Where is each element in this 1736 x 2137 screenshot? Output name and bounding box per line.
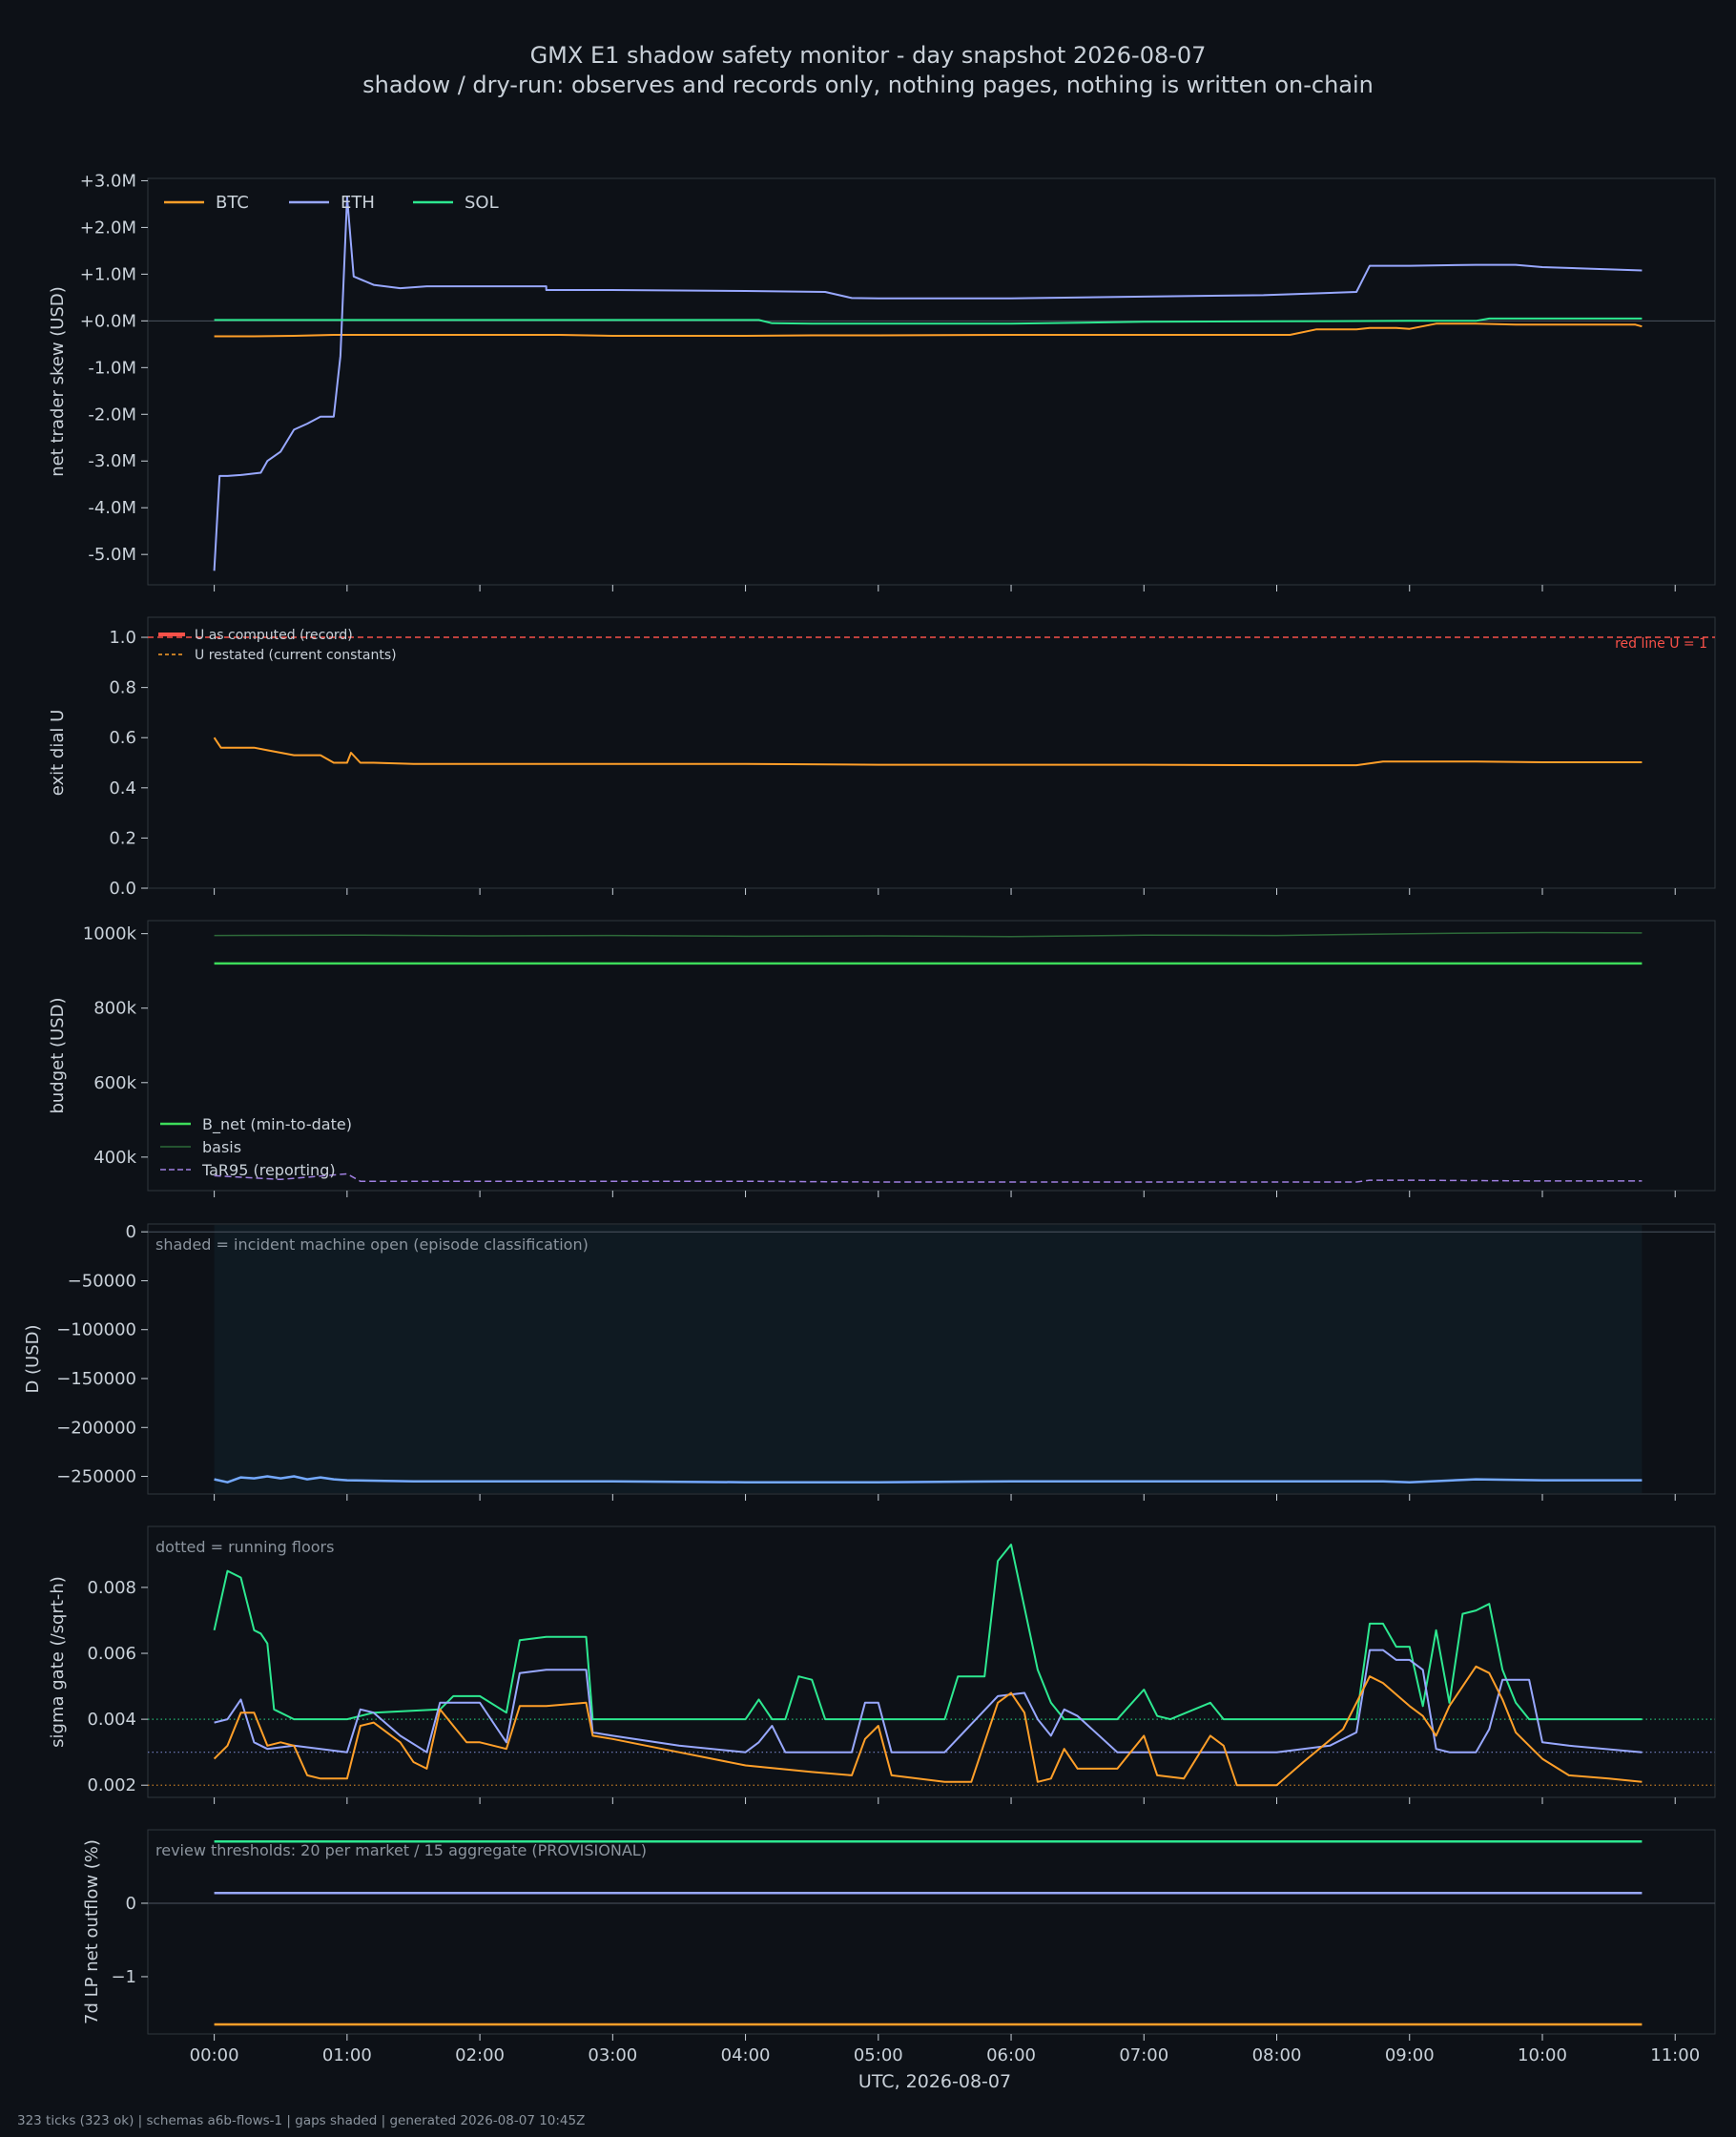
y-tick-label: 0.004 — [87, 1710, 136, 1730]
x-axis: 00:00 01:00 02:00 03:00 04:00 05:00 06:00 07:00… — [190, 2045, 1700, 2065]
y-tick-label: +2.0M — [80, 218, 136, 238]
y-tick-label: 0.4 — [109, 778, 136, 799]
x-axis-label: UTC, 2026-08-07 — [858, 2071, 1011, 2092]
incident-shade — [214, 1225, 1643, 1493]
y-tick-label: +3.0M — [80, 171, 136, 191]
x-tick-label: 04:00 — [721, 2045, 771, 2065]
panel-frame — [147, 1525, 1716, 1798]
x-tick-label: 06:00 — [986, 2045, 1036, 2065]
legend-label: basis — [202, 1138, 241, 1156]
series-line-skew-btc — [214, 322, 1643, 338]
series-line-skew-eth — [213, 196, 1643, 571]
y-tick-label: -4.0M — [88, 498, 136, 518]
figure-title: GMX E1 shadow safety monitor - day snaps… — [530, 42, 1207, 69]
y-tick-label: -1.0M — [88, 358, 136, 378]
panel-annotation: review thresholds: 20 per market / 15 ag… — [155, 1841, 647, 1859]
series-line-drawdown-d — [214, 1475, 1643, 1483]
y-axis-label: net trader skew (USD) — [48, 286, 68, 477]
y-axis-label: 7d LP net outflow (%) — [82, 1839, 102, 2024]
series-line-sigma-eth — [214, 1649, 1643, 1753]
legend-label: U restated (current constants) — [195, 648, 397, 663]
legend-label: TaR95 (reporting) — [201, 1161, 336, 1179]
series-line-budget-tar95-reporting- — [214, 1172, 1643, 1183]
footer-status: 323 ticks (323 ok) | schemas a6b-flows-1… — [17, 2113, 585, 2128]
y-tick-label: 0.002 — [87, 1775, 136, 1795]
x-tick-label: 03:00 — [588, 2045, 637, 2065]
panel-drawdown: 0 −50000 −100000 −150000 −200000 −250000 D (US… — [23, 1222, 1716, 1501]
series-line-budget-basis — [214, 931, 1643, 938]
panel-frame — [147, 177, 1716, 586]
legend-label: ETH — [341, 193, 375, 213]
x-tick-label: 09:00 — [1385, 2045, 1435, 2065]
legend-label: B_net (min-to-date) — [202, 1115, 352, 1134]
panel-annotation: dotted = running floors — [155, 1538, 334, 1556]
panel-frame — [147, 616, 1716, 889]
x-tick-label: 11:00 — [1650, 2045, 1700, 2065]
y-tick-label: 0.008 — [87, 1578, 136, 1598]
legend-label: U as computed (record) — [195, 628, 353, 643]
red-line-label: red line U = 1 — [1615, 636, 1707, 652]
series-line-sigma-btc — [213, 1665, 1643, 1787]
x-tick-label: 00:00 — [190, 2045, 239, 2065]
y-tick-label: 0.6 — [109, 728, 136, 748]
panel-frame — [147, 1829, 1716, 2035]
x-tick-label: 01:00 — [322, 2045, 372, 2065]
y-tick-label: 400k — [93, 1148, 136, 1168]
y-tick-label: 0.2 — [109, 828, 136, 848]
y-tick-label: −100000 — [56, 1320, 136, 1340]
y-axis-label: budget (USD) — [48, 997, 68, 1113]
y-tick-label: 0.006 — [87, 1644, 136, 1664]
y-tick-label: −250000 — [56, 1467, 136, 1487]
x-tick-label: 08:00 — [1252, 2045, 1302, 2065]
series-line-exit-u-as-computed-record- — [213, 737, 1643, 767]
y-tick-label: 0 — [126, 1222, 136, 1242]
y-tick-label: 600k — [93, 1073, 136, 1093]
y-tick-label: 800k — [93, 999, 136, 1019]
y-tick-label: +0.0M — [80, 311, 136, 331]
panel-skew: +3.0M +2.0M +1.0M +0.0M -1.0M -2.0M -3.0M -4.0M… — [48, 171, 1716, 591]
x-tick-label: 05:00 — [854, 2045, 903, 2065]
y-tick-label: −200000 — [56, 1418, 136, 1438]
y-tick-label: −50000 — [68, 1271, 136, 1291]
panel-outflow: 0 −1 7d LP net outflow (%) review threshold… — [82, 1829, 1716, 2041]
y-tick-label: 0 — [126, 1894, 136, 1914]
y-axis-label: exit dial U — [48, 710, 68, 797]
y-tick-label: -2.0M — [88, 405, 136, 425]
y-tick-label: −150000 — [56, 1369, 136, 1389]
y-tick-label: 0.8 — [109, 678, 136, 698]
series-line-skew-sol — [214, 317, 1643, 325]
legend-label: SOL — [465, 193, 499, 213]
y-tick-label: -3.0M — [88, 451, 136, 471]
y-tick-label: 0.0 — [109, 879, 136, 899]
legend-label: BTC — [216, 193, 249, 213]
x-tick-label: 10:00 — [1518, 2045, 1567, 2065]
y-tick-label: +1.0M — [80, 264, 136, 284]
y-axis-label: sigma gate (/sqrt-h) — [48, 1576, 68, 1748]
y-axis-label: D (USD) — [23, 1324, 43, 1393]
panels: +3.0M +2.0M +1.0M +0.0M -1.0M -2.0M -3.0M -4.0M… — [23, 171, 1716, 2041]
y-tick-label: -5.0M — [88, 545, 136, 565]
panel-annotation: shaded = incident machine open (episode … — [155, 1235, 589, 1254]
figure-subtitle: shadow / dry-run: observes and records o… — [362, 72, 1374, 98]
x-tick-label: 07:00 — [1119, 2045, 1168, 2065]
panel-sigma: 0.008 0.006 0.004 0.002 sigma gate (/sqrt-h)… — [48, 1525, 1716, 1804]
panel-exit: red line U = 1 1.0 0.8 0.6 0.4 0.2 0.0 exit dia… — [48, 616, 1716, 899]
panel-budget: 1000k 800k 600k 400k budget (USD) B_net (min-… — [48, 920, 1716, 1197]
panel-frame — [147, 920, 1716, 1192]
y-tick-label: 1.0 — [109, 628, 136, 648]
y-tick-label: −1 — [111, 1967, 136, 1987]
y-tick-label: 1000k — [83, 924, 137, 944]
x-tick-label: 02:00 — [455, 2045, 505, 2065]
